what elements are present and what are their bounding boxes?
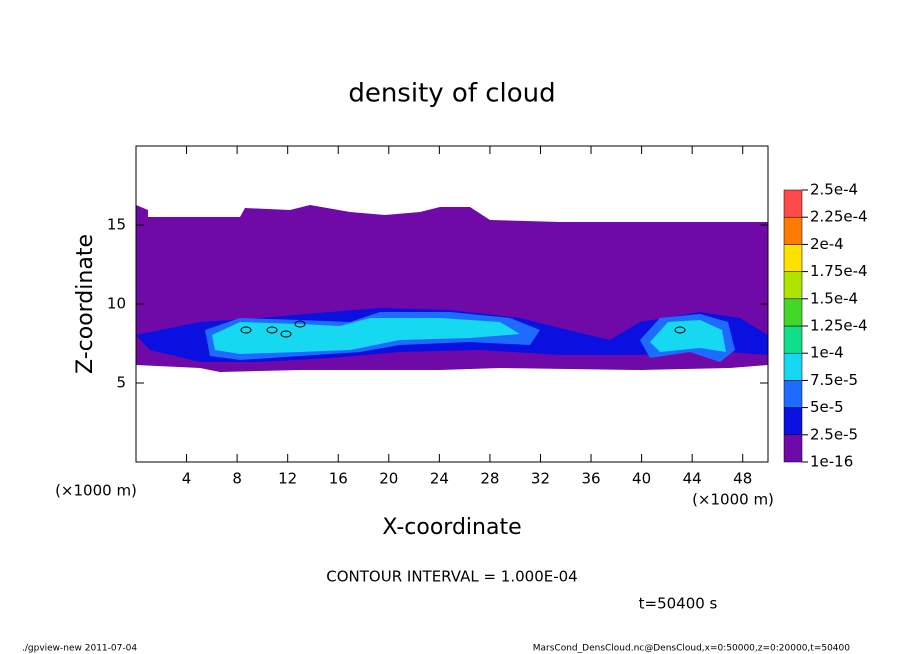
colorbar-label: 1.75e-4 bbox=[810, 262, 868, 280]
x-unit-label: (×1000 m) bbox=[692, 491, 774, 509]
x-unit-label: (×1000 m) bbox=[55, 482, 137, 500]
footer-left: ./gpview-new 2011-07-04 bbox=[22, 644, 137, 654]
colorbar-label: 1.5e-4 bbox=[810, 289, 858, 307]
colorbar-label: 1e-16 bbox=[810, 453, 853, 471]
colorbar-label: 2.5e-4 bbox=[810, 181, 858, 199]
colorbar-box bbox=[783, 189, 803, 218]
y-axis-label: Z-coordinate bbox=[73, 234, 98, 374]
footer-right: MarsCond_DensCloud.nc@DensCloud,x=0:5000… bbox=[533, 644, 850, 654]
contour-interval: CONTOUR INTERVAL = 1.000E-04 bbox=[326, 568, 577, 586]
x-tick-label: 4 bbox=[182, 470, 192, 488]
x-tick-label: 44 bbox=[683, 470, 702, 488]
colorbar-label: 1e-4 bbox=[810, 344, 844, 362]
colorbar-label: 2.25e-4 bbox=[810, 208, 868, 226]
contour-line bbox=[280, 330, 292, 338]
contour-line bbox=[674, 326, 686, 334]
colorbar-box bbox=[783, 434, 803, 463]
colorbar-box bbox=[783, 325, 803, 354]
x-tick-label: 36 bbox=[581, 470, 600, 488]
x-tick-label: 20 bbox=[379, 470, 398, 488]
x-tick-label: 8 bbox=[232, 470, 242, 488]
colorbar-box bbox=[783, 352, 803, 381]
y-tick-label: 10 bbox=[107, 295, 126, 313]
x-tick-label: 32 bbox=[531, 470, 550, 488]
x-tick-label: 40 bbox=[632, 470, 651, 488]
y-tick-label: 15 bbox=[107, 216, 126, 234]
x-tick-label: 16 bbox=[329, 470, 348, 488]
x-tick-label: 48 bbox=[733, 470, 752, 488]
chart-title: density of cloud bbox=[348, 79, 555, 109]
contour-line bbox=[240, 326, 252, 334]
colorbar-box bbox=[783, 271, 803, 300]
colorbar-box bbox=[783, 407, 803, 436]
colorbar-label: 1.25e-4 bbox=[810, 317, 868, 335]
contour-line bbox=[266, 326, 278, 334]
contour-region bbox=[212, 318, 520, 354]
colorbar-box bbox=[783, 216, 803, 245]
x-tick-label: 28 bbox=[480, 470, 499, 488]
x-axis-label: X-coordinate bbox=[382, 515, 521, 540]
x-tick-label: 12 bbox=[278, 470, 297, 488]
y-tick-label: 5 bbox=[116, 374, 126, 392]
colorbar-label: 7.5e-5 bbox=[810, 371, 858, 389]
colorbar-label: 2e-4 bbox=[810, 235, 844, 253]
colorbar-box bbox=[783, 298, 803, 327]
contour-region bbox=[650, 320, 726, 352]
contour-line bbox=[294, 320, 306, 328]
time-label: t=50400 s bbox=[639, 595, 718, 613]
x-tick-label: 24 bbox=[430, 470, 449, 488]
colorbar-box bbox=[783, 244, 803, 272]
colorbar-box bbox=[783, 380, 803, 408]
colorbar-label: 2.5e-5 bbox=[810, 425, 858, 443]
colorbar-label: 5e-5 bbox=[810, 398, 844, 416]
